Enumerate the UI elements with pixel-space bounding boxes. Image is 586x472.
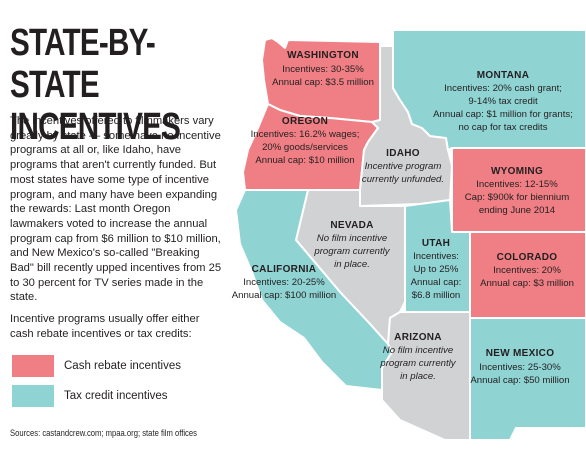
state-line: $6.8 million xyxy=(412,290,461,301)
state-line: in place. xyxy=(334,259,370,270)
state-line: Incentives: 25-30% xyxy=(479,362,561,373)
legend-item-tax: Tax credit incentives xyxy=(12,383,181,409)
title-line-1: STATE-BY-STATE xyxy=(10,22,156,106)
state-name: ARIZONA xyxy=(394,332,442,343)
state-name: OREGON xyxy=(282,116,328,127)
state-name: UTAH xyxy=(422,238,450,249)
state-name: WASHINGTON xyxy=(287,50,359,61)
state-line: Up to 25% xyxy=(414,264,459,275)
legend-label-tax: Tax credit incentives xyxy=(64,390,168,402)
state-line: No film incentive xyxy=(383,345,453,356)
state-line: Incentives: 16.2% wages; xyxy=(251,129,360,140)
state-line: Annual cap: $10 million xyxy=(255,155,354,166)
state-line: Cap: $900k for biennium xyxy=(465,192,570,203)
legend-label-cash: Cash rebate incentives xyxy=(64,360,181,372)
intro-text-block: The incentives offered to filmmakers var… xyxy=(10,114,222,349)
state-label-new-mexico: NEW MEXICO Incentives: 25-30% Annual cap… xyxy=(470,348,569,386)
state-line: no cap for tax credits xyxy=(458,122,547,133)
state-line: program currently xyxy=(313,246,390,257)
state-line: Incentives: 20-25% xyxy=(243,277,325,288)
state-line: Annual cap: $3 million xyxy=(480,278,574,289)
state-name: NEW MEXICO xyxy=(486,348,555,359)
state-line: Incentives: xyxy=(413,251,459,262)
state-shapes xyxy=(235,29,586,441)
state-label-washington: WASHINGTON Incentives: 30-35% Annual cap… xyxy=(272,50,374,88)
state-label-colorado: COLORADO Incentives: 20% Annual cap: $3 … xyxy=(480,252,574,289)
state-line: currently unfunded. xyxy=(362,174,444,185)
page-title: STATE-BY-STATE INCENTIVES xyxy=(10,22,197,148)
note-paragraph: Incentive programs usually offer either … xyxy=(10,313,200,340)
state-shape-wyoming xyxy=(451,147,586,233)
state-line: No film incentive xyxy=(317,233,387,244)
state-label-california: CALIFORNIA Incentives: 20-25% Annual cap… xyxy=(232,264,337,301)
state-label-nevada: NEVADA No film incentive program current… xyxy=(313,220,390,270)
state-name: CALIFORNIA xyxy=(252,264,317,275)
state-line: Annual cap: $1 million for grants; xyxy=(433,109,573,120)
state-label-utah: UTAH Incentives: Up to 25% Annual cap: $… xyxy=(411,238,462,301)
state-line: Incentives: 30-35% xyxy=(282,64,364,75)
state-line: ending June 2014 xyxy=(479,205,556,216)
state-label-oregon: OREGON Incentives: 16.2% wages; 20% good… xyxy=(251,116,360,166)
state-label-wyoming: WYOMING Incentives: 12-15% Cap: $900k fo… xyxy=(465,166,570,216)
sources-note: Sources: castandcrew.com; mpaa.org; stat… xyxy=(10,428,197,438)
state-line: 9-14% tax credit xyxy=(468,96,538,107)
legend-item-cash: Cash rebate incentives xyxy=(12,353,181,379)
intro-paragraph: The incentives offered to filmmakers var… xyxy=(10,115,222,304)
state-label-montana: MONTANA Incentives: 20% cash grant; 9-14… xyxy=(433,70,573,133)
state-shape-colorado xyxy=(469,231,586,319)
state-label-idaho: IDAHO Incentive program currently unfund… xyxy=(362,148,444,185)
state-name: WYOMING xyxy=(491,166,543,177)
tax-swatch xyxy=(12,385,54,407)
state-line: program currently xyxy=(379,358,456,369)
state-line: Incentives: 12-15% xyxy=(476,179,558,190)
state-name: COLORADO xyxy=(497,252,558,263)
title-line-2: INCENTIVES xyxy=(10,106,181,148)
state-line: Annual cap: $100 million xyxy=(232,290,337,301)
state-line: 20% goods/services xyxy=(262,142,348,153)
legend: Cash rebate incentives Tax credit incent… xyxy=(12,353,181,413)
state-shape-montana xyxy=(392,29,586,151)
state-line: in place. xyxy=(400,371,436,382)
state-line: Annual cap: xyxy=(411,277,462,288)
state-line: Annual cap: $3.5 million xyxy=(272,77,374,88)
cash-swatch xyxy=(12,355,54,377)
state-line: Incentive program xyxy=(365,161,442,172)
state-line: Incentives: 20% xyxy=(493,265,561,276)
state-shape-california xyxy=(235,189,393,391)
state-name: IDAHO xyxy=(386,148,420,159)
state-name: MONTANA xyxy=(477,70,529,81)
state-name: NEVADA xyxy=(330,220,373,231)
state-line: Annual cap: $50 million xyxy=(470,375,569,386)
state-label-arizona: ARIZONA No film incentive program curren… xyxy=(379,332,456,382)
state-line: Incentives: 20% cash grant; xyxy=(444,83,562,94)
state-shape-new-mexico xyxy=(469,317,586,441)
